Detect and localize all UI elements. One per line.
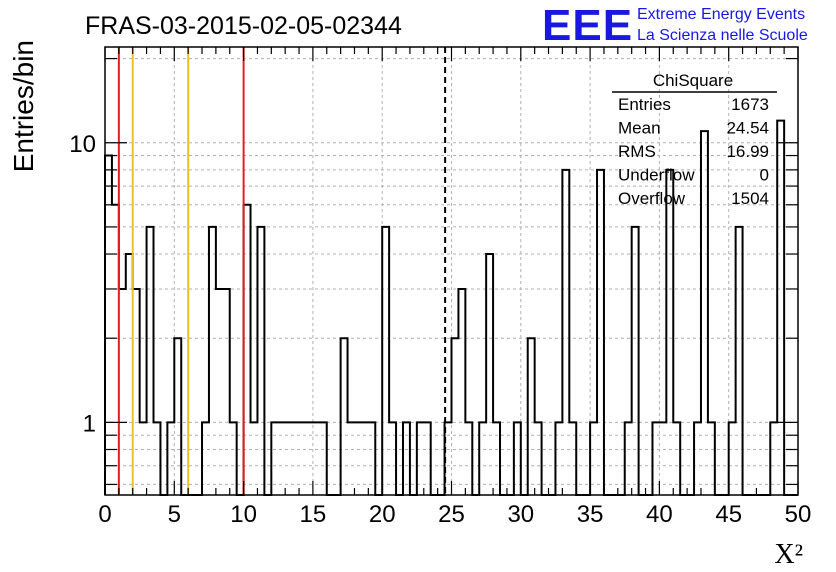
stats-value: 0 (760, 166, 769, 185)
histogram-bars (104, 119, 798, 496)
stats-label: Entries (618, 95, 671, 114)
histogram-bin (133, 289, 140, 495)
histogram-bin (458, 289, 465, 495)
x-tick-label: 40 (646, 501, 673, 528)
x-tick-label: 25 (438, 501, 465, 528)
histogram-bin (777, 121, 784, 495)
x-tick-label: 50 (785, 501, 812, 528)
histogram-bin (562, 170, 569, 495)
x-tick-label: 45 (715, 501, 742, 528)
histogram-bin (223, 289, 230, 495)
histogram-bin (341, 338, 348, 495)
x-tick-label: 0 (98, 501, 111, 528)
reference-lines (117, 47, 447, 495)
logo-line-1: Extreme Energy Events (637, 6, 805, 23)
logo-line-2: La Scienza nelle Scuole (637, 27, 808, 44)
stats-rows: Entries 1673 Mean 24.54 RMS 16.99 Underflow 0 Ov… (618, 95, 769, 208)
histogram-bin (597, 170, 604, 495)
histogram-bin (486, 254, 493, 495)
x-tick-label: 20 (369, 501, 396, 528)
histogram-bin (119, 289, 126, 495)
x-tick-label: 10 (230, 501, 257, 528)
histogram-bin (632, 227, 639, 495)
histogram-outline (104, 119, 798, 496)
grid-lines (105, 47, 798, 495)
stats-label: RMS (618, 142, 656, 161)
y-tick-labels: 1 10 (69, 131, 96, 438)
y-tick-label: 10 (69, 131, 96, 158)
histogram-bin (126, 254, 133, 495)
stats-value: 16.99 (726, 142, 769, 161)
chart-title: FRAS-03-2015-02-05-02344 (85, 12, 402, 40)
x-tick-labels: 0 5 10 15 20 25 30 35 40 45 50 (98, 501, 811, 528)
histogram-bin (112, 205, 119, 495)
stats-title: ChiSquare (653, 71, 733, 90)
x-tick-label: 5 (168, 501, 181, 528)
histogram-bin (105, 156, 112, 495)
histogram-bin (209, 227, 216, 495)
histogram-bin (216, 289, 223, 495)
histogram-bin (174, 338, 181, 495)
histogram-bin (147, 227, 154, 495)
stats-value: 1504 (731, 189, 769, 208)
histogram-bin (382, 227, 389, 495)
histogram-bin (666, 170, 673, 495)
y-axis-label: Entries/bin (8, 40, 39, 172)
x-tick-label: 30 (507, 501, 534, 528)
histogram-bin (736, 227, 743, 495)
stats-label: Mean (618, 119, 661, 138)
histogram-bin (257, 227, 264, 495)
stats-label: Overflow (618, 189, 686, 208)
y-tick-label: 1 (83, 410, 96, 437)
x-tick-label: 35 (577, 501, 604, 528)
stats-box: ChiSquare Entries 1673 Mean 24.54 RMS 16.99 Un… (612, 71, 777, 208)
histogram-bin (452, 338, 459, 495)
axis-ticks (104, 47, 799, 495)
histogram-bin (244, 205, 251, 495)
eee-logo: EEE (542, 1, 633, 50)
stats-value: 24.54 (726, 119, 769, 138)
x-tick-label: 15 (300, 501, 327, 528)
histogram-bin (528, 338, 535, 495)
x-axis-label: X² (774, 539, 803, 570)
stats-label: Underflow (618, 166, 695, 185)
stats-value: 1673 (731, 95, 769, 114)
